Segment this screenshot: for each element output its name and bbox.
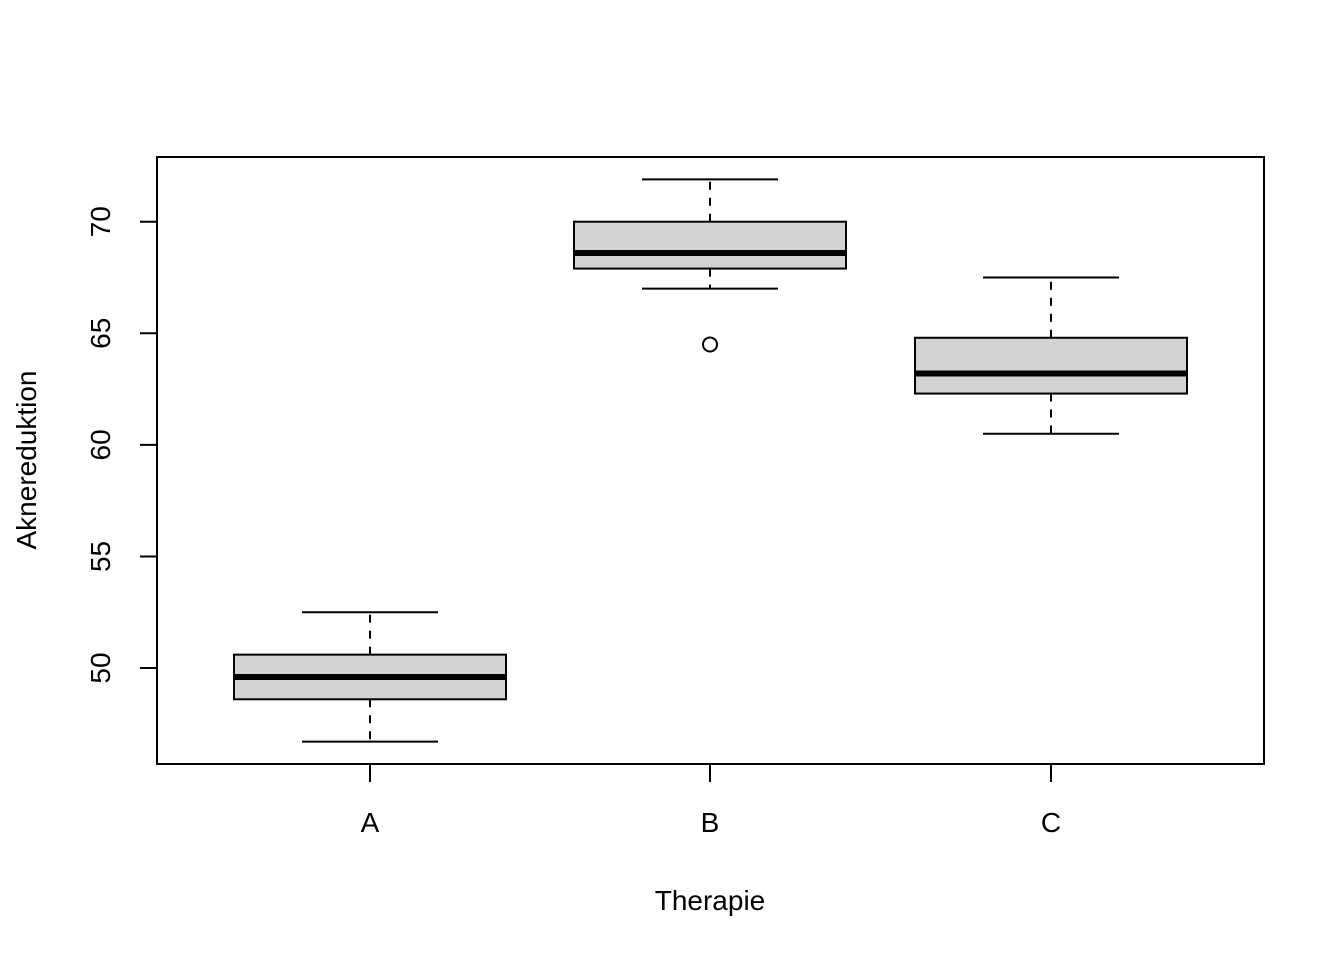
box-iqr <box>573 220 847 270</box>
y-tick-label: 65 <box>85 318 116 349</box>
y-tick-label: 50 <box>85 652 116 683</box>
boxes <box>233 178 1188 743</box>
x-axis-label: Therapie <box>655 885 766 916</box>
y-tick-label: 60 <box>85 429 116 460</box>
box-group-a <box>233 611 507 743</box>
y-tick-label: 55 <box>85 541 116 572</box>
x-tick-label: C <box>1041 807 1061 838</box>
y-tick-label: 70 <box>85 206 116 237</box>
box-iqr <box>914 336 1188 395</box>
x-tick-label: B <box>701 807 720 838</box>
y-axis: 50 55 60 65 70 <box>85 206 158 684</box>
x-tick-label: A <box>361 807 380 838</box>
outlier-point <box>702 336 718 353</box>
x-axis: A B C <box>361 764 1061 838</box>
y-axis-label: Aknereduktion <box>11 370 42 549</box>
box-group-c <box>914 276 1188 435</box>
box-group-b <box>573 178 847 353</box>
